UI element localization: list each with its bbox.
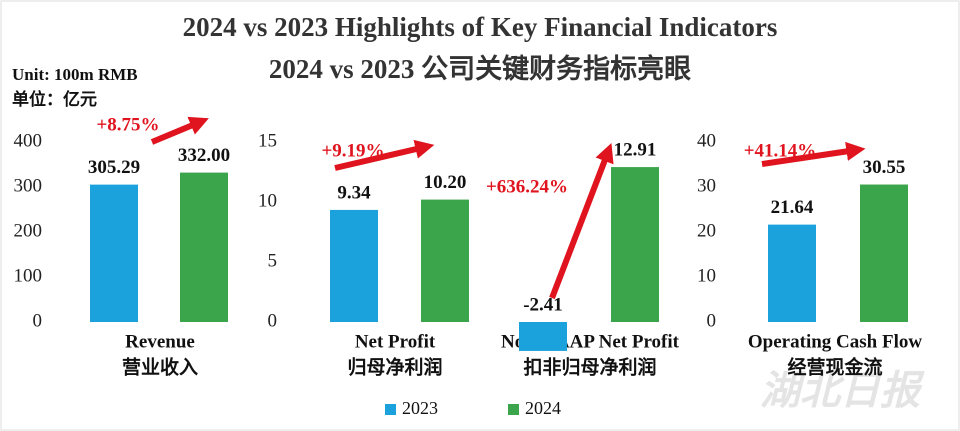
unit-zh: 单位：亿元 xyxy=(12,89,97,109)
growth-label: +9.19% xyxy=(321,140,384,161)
value-label: 305.29 xyxy=(88,157,140,178)
watermark: 湖北日报 xyxy=(760,368,925,413)
growth-arrow xyxy=(549,143,614,300)
value-label: 30.55 xyxy=(863,157,906,178)
legend-label: 2024 xyxy=(525,398,561,418)
bar xyxy=(519,322,567,351)
bar xyxy=(860,184,908,322)
legend-swatch xyxy=(385,404,396,415)
value-label: 10.20 xyxy=(424,172,467,193)
title: 2024 vs 2023 Highlights of Key Financial… xyxy=(183,12,778,42)
value-label: 332.00 xyxy=(178,145,230,166)
y-tick-label: 10 xyxy=(258,190,277,211)
y-tick-label: 15 xyxy=(258,130,277,151)
y-tick-label: 400 xyxy=(14,130,43,151)
y-tick-label: 0 xyxy=(33,310,43,331)
growth-arrow xyxy=(150,116,209,145)
y-tick-label: 10 xyxy=(697,265,716,286)
category-label: Revenue xyxy=(125,331,195,352)
unit-en: Unit: 100m RMB xyxy=(12,65,138,84)
bar xyxy=(768,224,816,322)
category-label-zh: 归母净利润 xyxy=(347,355,442,378)
legend-label: 2023 xyxy=(402,398,438,418)
category-label: Net Profit xyxy=(355,331,436,352)
growth-arrow xyxy=(761,141,866,167)
y-tick-label: 20 xyxy=(697,220,716,241)
growth-arrow xyxy=(334,139,435,171)
y-tick-label: 40 xyxy=(697,130,716,151)
value-label: -2.41 xyxy=(523,294,563,315)
growth-label: +636.24% xyxy=(486,176,568,197)
category-label: Operating Cash Flow xyxy=(748,331,922,352)
category-label-zh: 经营现金流 xyxy=(787,355,882,378)
y-tick-label: 30 xyxy=(697,175,716,196)
bar xyxy=(611,167,659,322)
category-label-zh: 营业收入 xyxy=(122,355,198,378)
bar xyxy=(421,199,469,322)
y-tick-label: 200 xyxy=(14,220,43,241)
value-label: 12.91 xyxy=(614,139,657,160)
y-tick-label: 300 xyxy=(14,175,43,196)
value-label: 9.34 xyxy=(337,182,371,203)
category-label-zh: 扣非归母净利润 xyxy=(523,355,656,378)
y-tick-label: 0 xyxy=(268,310,278,331)
y-tick-label: 5 xyxy=(268,250,278,271)
y-tick-label: 0 xyxy=(707,310,717,331)
growth-label: +8.75% xyxy=(96,114,159,135)
growth-label: +41.14% xyxy=(744,140,817,161)
legend-swatch xyxy=(508,404,519,415)
bar xyxy=(180,172,228,322)
bar xyxy=(330,209,378,322)
value-label: 21.64 xyxy=(771,197,814,218)
y-tick-label: 100 xyxy=(14,265,43,286)
subtitle: 2024 vs 2023 公司关键财务指标亮眼 xyxy=(269,53,691,84)
bar xyxy=(90,184,138,322)
